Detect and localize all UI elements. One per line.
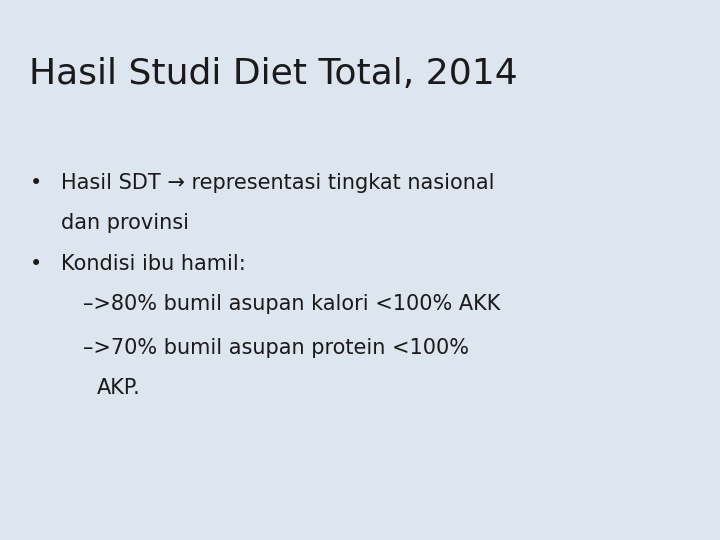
Text: •: • — [30, 254, 42, 274]
Text: dan provinsi: dan provinsi — [61, 213, 189, 233]
Text: Hasil SDT → representasi tingkat nasional: Hasil SDT → representasi tingkat nasiona… — [61, 173, 495, 193]
Text: •: • — [30, 173, 42, 193]
Text: Hasil Studi Diet Total, 2014: Hasil Studi Diet Total, 2014 — [29, 57, 518, 91]
Text: –>70% bumil asupan protein <100%: –>70% bumil asupan protein <100% — [83, 338, 469, 357]
Text: AKP.: AKP. — [97, 378, 141, 398]
Text: –>80% bumil asupan kalori <100% AKK: –>80% bumil asupan kalori <100% AKK — [83, 294, 500, 314]
Text: Kondisi ibu hamil:: Kondisi ibu hamil: — [61, 254, 246, 274]
